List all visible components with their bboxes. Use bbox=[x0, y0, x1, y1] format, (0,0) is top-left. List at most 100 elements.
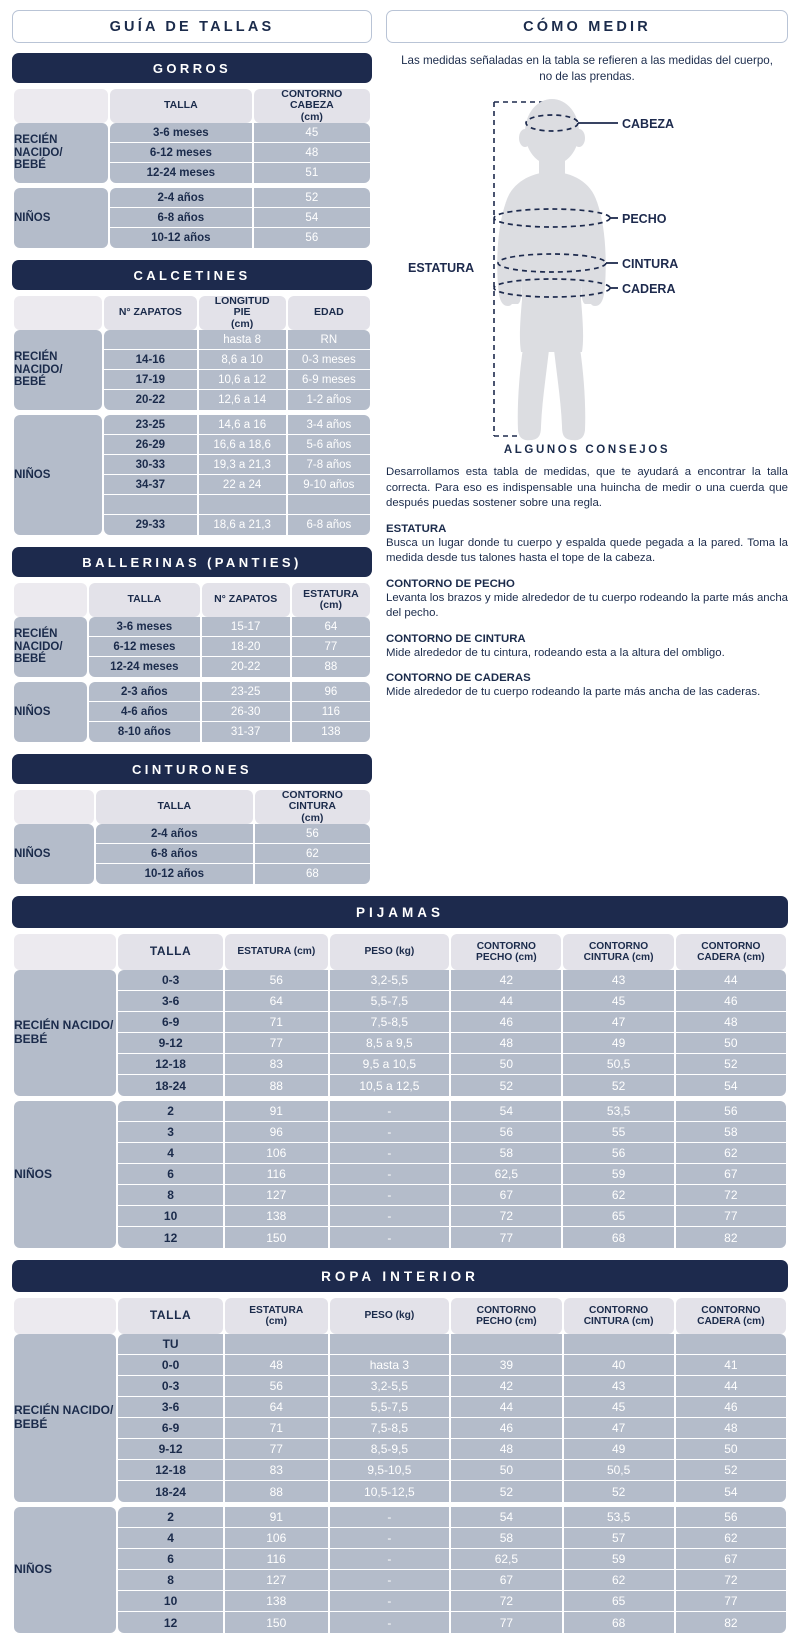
group-label: RECIÉN NACIDO/BEBÉ bbox=[14, 1334, 117, 1502]
group-label: NIÑOS bbox=[14, 188, 109, 248]
table-cell: 56 bbox=[675, 1101, 786, 1122]
table-cell: - bbox=[329, 1122, 450, 1143]
table-cell: 4-6 años bbox=[89, 702, 200, 722]
top-columns: GUÍA DE TALLAS GORROS TALLA CONTORNO CABEZ… bbox=[12, 10, 788, 884]
table-cell: 2-4 años bbox=[95, 824, 253, 844]
table-cell: 8-10 años bbox=[89, 722, 200, 742]
table-cell: 77 bbox=[675, 1206, 786, 1227]
column-header: CONTORNO CINTURA (cm) bbox=[563, 934, 674, 970]
table-row: 12-24 meses 20-22 88 bbox=[14, 657, 370, 677]
table-row: 10-12 años 56 bbox=[14, 228, 370, 248]
table-cell: 50 bbox=[675, 1033, 786, 1054]
table-cell: 106 bbox=[225, 1143, 328, 1164]
table-row: 29-33 18,6 a 21,3 6-8 años bbox=[14, 515, 370, 535]
advice-item-heading: CONTORNO DE PECHO bbox=[386, 577, 515, 590]
table-cell: 20-22 bbox=[104, 390, 197, 410]
table-row: 18-24 88 10,5-12,5 52 52 54 bbox=[14, 1481, 786, 1502]
table-cell: 138 bbox=[225, 1206, 328, 1227]
size-table-gorros: TALLA CONTORNO CABEZA (cm) RECIÉN NACIDO/BEB… bbox=[12, 88, 372, 248]
table-cell: 45 bbox=[253, 123, 370, 143]
table-cell: 56 bbox=[225, 970, 328, 991]
table-cell: 3-4 años bbox=[287, 415, 370, 435]
table-cell: 56 bbox=[225, 1376, 328, 1397]
column-header: CONTORNO CABEZA (cm) bbox=[253, 88, 370, 123]
table-cell: 16,6 a 18,6 bbox=[198, 435, 286, 455]
table-cell: 65 bbox=[563, 1591, 674, 1612]
table-cell: 43 bbox=[563, 970, 674, 991]
table-cell bbox=[451, 1334, 562, 1355]
table-cell: 68 bbox=[563, 1612, 674, 1633]
table-cell: 50 bbox=[451, 1054, 562, 1075]
table-cell: 72 bbox=[451, 1591, 562, 1612]
table-cell: 6-8 años bbox=[110, 208, 252, 228]
header-blank-cell bbox=[14, 296, 103, 330]
table-cell: 20-22 bbox=[201, 657, 290, 677]
table-row: 10 138-72 65 77 bbox=[14, 1591, 786, 1612]
table-cell: 52 bbox=[675, 1054, 786, 1075]
table-cell: 44 bbox=[675, 970, 786, 991]
table-cell: 10 bbox=[118, 1206, 224, 1227]
table-cell: 3,2-5,5 bbox=[329, 1376, 450, 1397]
table-cell: 5,5-7,5 bbox=[329, 991, 450, 1012]
table-cell: 71 bbox=[225, 1012, 328, 1033]
table-cell: 56 bbox=[563, 1143, 674, 1164]
table-cell: 82 bbox=[675, 1227, 786, 1248]
table-row: 12-18 83 9,5-10,5 50 50,5 52 bbox=[14, 1460, 786, 1481]
table-cell: 4 bbox=[118, 1143, 224, 1164]
table-row bbox=[14, 495, 370, 515]
column-header: CONTORNO CADERA (cm) bbox=[675, 934, 786, 970]
table-cell: 8,6 a 10 bbox=[198, 350, 286, 370]
table-cell: 116 bbox=[291, 702, 370, 722]
table-cell: 6-9 bbox=[118, 1418, 223, 1439]
table-row: 8 127-67 62 72 bbox=[14, 1570, 786, 1591]
table-cell: 77 bbox=[451, 1612, 562, 1633]
table-cell: 15-17 bbox=[201, 617, 290, 637]
advice-item-text: Mide alrededor de tu cuerpo rodeando la … bbox=[386, 686, 761, 699]
table-cell: 77 bbox=[225, 1033, 328, 1054]
table-row: 0-0 48 hasta 3 39 40 41 bbox=[14, 1355, 786, 1376]
table-row: 3-6 64 5,5-7,5 44 45 46 bbox=[14, 991, 786, 1012]
size-table-pijamas: TALLA ESTATURA (cm) PESO (kg) CONTORNO PECHO… bbox=[12, 934, 788, 1248]
table-row: 6-8 años 54 bbox=[14, 208, 370, 228]
table-row: 34-37 22 a 24 9-10 años bbox=[14, 475, 370, 495]
table-row: RECIÉN NACIDO/BEBÉ 0-3 56 3,2-5,5 42 43 44 bbox=[14, 970, 786, 1096]
table-cell: 64 bbox=[291, 617, 370, 637]
table-cinturones: TALLA CONTORNO CINTURA (cm) NIÑOS 2-4 años 56 6… bbox=[12, 789, 372, 884]
table-cell: 67 bbox=[451, 1185, 562, 1206]
group-label: NIÑOS bbox=[14, 824, 94, 884]
table-cell: 127 bbox=[225, 1570, 328, 1591]
advice-body: Desarrollamos esta tabla de medidas, que… bbox=[386, 465, 788, 701]
table-row: 12-18 83 9,5 a 10,5 50 50,5 52 bbox=[14, 1054, 786, 1075]
table-cell: 17-19 bbox=[104, 370, 197, 390]
table-cell: 67 bbox=[451, 1570, 562, 1591]
table-cell: 1-2 años bbox=[287, 390, 370, 410]
page-title: GUÍA DE TALLAS bbox=[12, 10, 372, 43]
group-label: RECIÉN NACIDO/BEBÉ bbox=[14, 123, 109, 183]
advice-item-heading: ESTATURA bbox=[386, 522, 447, 535]
table-row: 6 116-62,5 59 67 bbox=[14, 1164, 786, 1185]
table-cell: 18-20 bbox=[201, 637, 290, 657]
table-cell: 67 bbox=[675, 1549, 786, 1570]
table-row: 6-12 meses 18-20 77 bbox=[14, 637, 370, 657]
table-cell bbox=[675, 1334, 786, 1355]
table-row: 6-8 años 62 bbox=[14, 844, 370, 864]
callout-cabeza: CABEZA bbox=[622, 117, 674, 131]
table-cell: 42 bbox=[451, 970, 562, 991]
table-cell bbox=[104, 495, 197, 515]
table-cell: - bbox=[329, 1206, 450, 1227]
table-cell: 53,5 bbox=[563, 1101, 674, 1122]
table-row: 3-6 64 5,5-7,5 44 45 46 bbox=[14, 1397, 786, 1418]
header-blank-cell bbox=[14, 89, 109, 123]
table-cell: 42 bbox=[451, 1376, 562, 1397]
table-cell: 3-6 bbox=[118, 991, 224, 1012]
table-cell: 96 bbox=[291, 682, 370, 702]
table-cell: - bbox=[329, 1101, 450, 1122]
table-row: 17-19 10,6 a 12 6-9 meses bbox=[14, 370, 370, 390]
table-cell: 91 bbox=[225, 1507, 328, 1528]
table-cell: - bbox=[329, 1570, 450, 1591]
table-cell: 49 bbox=[563, 1033, 674, 1054]
table-cell: 48 bbox=[225, 1355, 328, 1376]
advice-item-text: Levanta los brazos y mide alrededor de t… bbox=[386, 591, 788, 620]
column-header: ESTATURA (cm) bbox=[225, 934, 328, 970]
table-cell: 88 bbox=[225, 1481, 328, 1502]
